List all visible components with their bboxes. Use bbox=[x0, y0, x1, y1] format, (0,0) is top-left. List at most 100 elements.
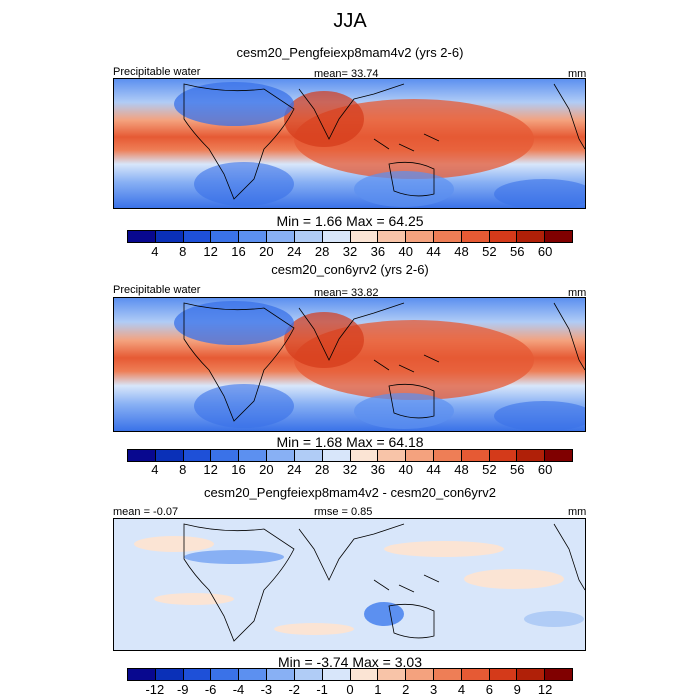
colorbar-2-swatch bbox=[155, 450, 184, 461]
colorbar-1-tick: 32 bbox=[342, 244, 358, 259]
colorbar-3-ticks: -12 -9 -6 -4 -3 -2 -1 0 1 2 3 4 6 9 12 bbox=[127, 682, 573, 698]
panel1-southern-africa-dry bbox=[194, 162, 294, 206]
colorbar-2-tick: 4 bbox=[151, 462, 159, 477]
colorbar-2-tick: 8 bbox=[179, 462, 187, 477]
colorbar-3-tick: 0 bbox=[346, 682, 354, 697]
panel2-variable-label: Precipitable water bbox=[113, 284, 201, 296]
colorbar-1-ticks: 4 8 12 16 20 24 28 32 36 40 44 48 52 56 60 bbox=[127, 244, 573, 260]
colorbar-2-swatch bbox=[461, 450, 490, 461]
colorbar-2-tick: 44 bbox=[426, 462, 441, 477]
colorbar-1-swatch bbox=[128, 231, 156, 242]
panel1-mean-label: mean= 33.74 bbox=[314, 68, 379, 80]
colorbar-1-tick: 28 bbox=[314, 244, 330, 259]
colorbar-3-tick: 9 bbox=[513, 682, 521, 697]
colorbar-3-swatch bbox=[378, 669, 407, 680]
colorbar-2-tick: 28 bbox=[314, 462, 330, 477]
colorbar-3-swatch bbox=[211, 669, 240, 680]
colorbar-2-swatch bbox=[433, 450, 462, 461]
colorbar-3-tick: -12 bbox=[145, 682, 165, 697]
colorbar-3-swatch bbox=[183, 669, 212, 680]
colorbar-1-tick: 12 bbox=[203, 244, 218, 259]
colorbar-3-swatch bbox=[155, 669, 184, 680]
colorbar-2-tick: 12 bbox=[203, 462, 218, 477]
colorbar-3-tick: 2 bbox=[402, 682, 410, 697]
colorbar-1-tick: 20 bbox=[259, 244, 274, 259]
colorbar-1-tick: 16 bbox=[231, 244, 246, 259]
colorbar-1-tick: 56 bbox=[510, 244, 525, 259]
colorbar-3-tick: -4 bbox=[232, 682, 245, 697]
colorbar-1-swatch bbox=[378, 231, 407, 242]
colorbar-3-swatch bbox=[517, 669, 546, 680]
colorbar-3-tick: 6 bbox=[485, 682, 493, 697]
panel3-heatmap bbox=[114, 519, 585, 650]
colorbar-3-tick: -1 bbox=[316, 682, 328, 697]
colorbar-3-swatch bbox=[489, 669, 518, 680]
colorbar-2-swatch bbox=[239, 450, 268, 461]
panel2-monsoon bbox=[284, 312, 364, 368]
colorbar-1-swatch bbox=[183, 231, 212, 242]
colorbar-1-tick: 4 bbox=[151, 244, 159, 259]
colorbar-3-swatch bbox=[267, 669, 295, 680]
colorbar-3-swatch bbox=[239, 669, 268, 680]
colorbar-1-tick: 52 bbox=[482, 244, 497, 259]
colorbar-2 bbox=[127, 449, 573, 462]
colorbar-3-swatch bbox=[433, 669, 462, 680]
panel3-anomaly bbox=[184, 550, 284, 564]
panel2-title: cesm20_con6yrv2 (yrs 2-6) bbox=[271, 262, 429, 277]
colorbar-3-tick: -2 bbox=[288, 682, 301, 697]
colorbar-1-swatch bbox=[211, 231, 240, 242]
colorbar-2-swatch bbox=[489, 450, 518, 461]
colorbar-3-swatch bbox=[545, 669, 572, 680]
panel2-heatmap bbox=[114, 298, 585, 431]
colorbar-3-tick: 12 bbox=[537, 682, 553, 697]
colorbar-3-tick: -3 bbox=[260, 682, 273, 697]
panel3-title: cesm20_Pengfeiexp8mam4v2 - cesm20_con6yr… bbox=[204, 485, 496, 500]
colorbar-2-tick: 32 bbox=[342, 462, 358, 477]
colorbar-1-tick: 24 bbox=[287, 244, 302, 259]
colorbar-1-swatch bbox=[155, 231, 184, 242]
panel2-units: mm bbox=[568, 287, 587, 299]
panel2-map bbox=[113, 297, 586, 432]
colorbar-2-tick: 24 bbox=[287, 462, 302, 477]
panel1-variable-label: Precipitable water bbox=[113, 66, 201, 78]
colorbar-2-swatch bbox=[211, 450, 240, 461]
colorbar-2-swatch bbox=[183, 450, 212, 461]
panel3-anomaly bbox=[524, 611, 584, 627]
colorbar-1-tick: 8 bbox=[179, 244, 187, 259]
panel3-coastlines bbox=[183, 523, 585, 642]
panel3-anomaly bbox=[364, 602, 404, 626]
panel1-sahara-dry bbox=[174, 82, 294, 126]
colorbar-1-tick: 60 bbox=[537, 244, 553, 259]
panel1-title: cesm20_Pengfeiexp8mam4v2 (yrs 2-6) bbox=[236, 45, 464, 60]
colorbar-2-swatch bbox=[517, 450, 546, 461]
colorbar-2-swatch bbox=[406, 450, 434, 461]
colorbar-1-tick: 44 bbox=[426, 244, 441, 259]
panel1-coastlines bbox=[183, 83, 585, 200]
colorbar-2-tick: 16 bbox=[231, 462, 246, 477]
colorbar-2-swatch bbox=[128, 450, 156, 461]
panel2-australia-dry bbox=[354, 393, 454, 429]
panel1-units: mm bbox=[568, 68, 587, 80]
figure-title: JJA bbox=[333, 10, 367, 32]
colorbar-2-tick: 60 bbox=[537, 462, 553, 477]
panel3-anomaly bbox=[134, 536, 214, 552]
colorbar-1-tick: 48 bbox=[454, 244, 469, 259]
colorbar-1-tick: 36 bbox=[370, 244, 386, 259]
colorbar-1-swatch bbox=[545, 231, 572, 242]
panel3-mean-label: mean = -0.07 bbox=[113, 506, 179, 518]
panel3-units: mm bbox=[568, 506, 587, 518]
colorbar-1-swatch bbox=[489, 231, 518, 242]
panel1-map bbox=[113, 78, 586, 209]
panel2-coastlines bbox=[183, 302, 585, 422]
panel1-australia-dry bbox=[354, 171, 454, 207]
colorbar-3-tick: -9 bbox=[176, 682, 189, 697]
colorbar-3 bbox=[127, 668, 573, 681]
colorbar-2-swatch bbox=[545, 450, 572, 461]
colorbar-3-swatch bbox=[294, 669, 323, 680]
colorbar-2-swatch bbox=[378, 450, 407, 461]
panel2-minmax: Min = 1.68 Max = 64.18 bbox=[276, 434, 424, 450]
panel1-monsoon bbox=[284, 91, 364, 147]
colorbar-2-swatch bbox=[294, 450, 323, 461]
colorbar-2-tick: 36 bbox=[370, 462, 386, 477]
panel1-heatmap bbox=[114, 79, 585, 208]
